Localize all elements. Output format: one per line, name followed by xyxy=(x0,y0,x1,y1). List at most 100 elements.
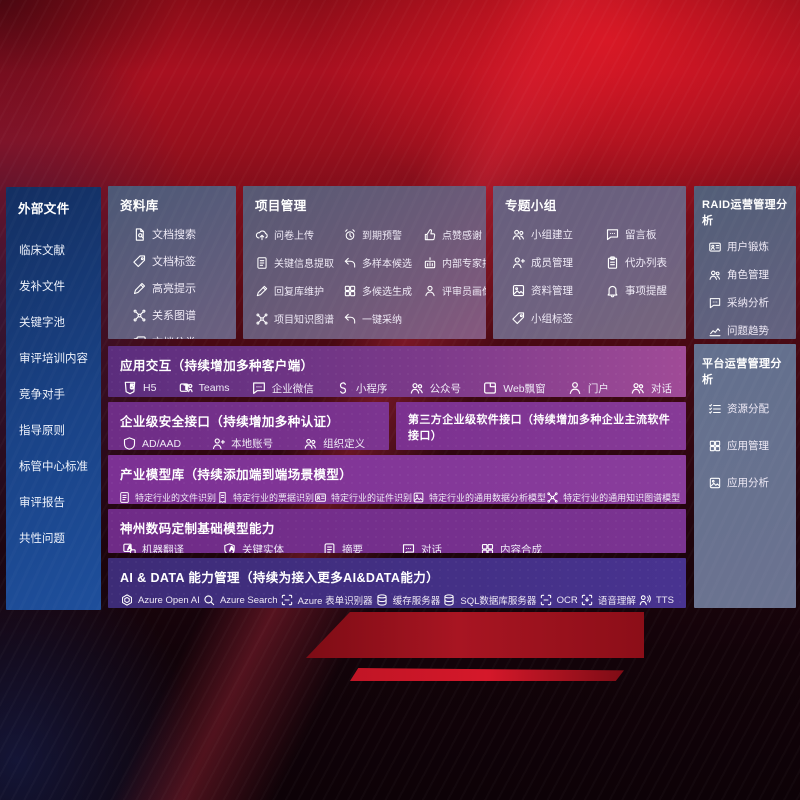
item-label: 角色管理 xyxy=(727,269,769,281)
item-label: 成员管理 xyxy=(531,257,573,269)
item-label: 特定行业的通用数据分析模型 xyxy=(429,493,547,503)
band-ai-data: AI & DATA 能力管理（持续为接入更多AI&DATA能力） Azure O… xyxy=(108,558,686,608)
item-label: 评审员画像 xyxy=(442,287,486,298)
item-label: 标管中心标准 xyxy=(19,461,88,473)
search-icon xyxy=(202,593,216,607)
capability-item: 对话 xyxy=(401,542,442,553)
speech-icon xyxy=(580,593,594,607)
thumbs-up-icon xyxy=(423,228,437,242)
background-red-bar xyxy=(350,668,624,681)
image-box-icon xyxy=(412,491,425,504)
feature-item: 项目知识图谱 xyxy=(255,311,343,326)
item-label: 机器翻译 xyxy=(142,544,184,553)
band-app-interaction: 应用交互（持续增加多种客户端） H5 Teams 企业微信 小程序 公众号 Web飘窗 门户… xyxy=(108,346,686,397)
item-label: 关键信息提取 xyxy=(274,259,334,270)
model-item: 特定行业的通用知识图谱模型 xyxy=(546,491,680,504)
item-label: 文档分类 xyxy=(152,334,196,339)
feature-item: 代办列表 xyxy=(605,255,686,270)
api-item: API自动化设计器 xyxy=(418,449,518,450)
person-sound-icon xyxy=(638,593,652,607)
panel-title: 资料库 xyxy=(120,199,159,213)
item-label: 留言板 xyxy=(625,229,657,241)
item-label: 发补文件 xyxy=(19,281,65,293)
item-label: 内容合成 xyxy=(500,544,542,553)
item-label: SQL数据库服务器 xyxy=(460,596,537,607)
item-label: 回复库维护 xyxy=(274,287,324,298)
chat-icon xyxy=(708,296,722,310)
doc-lines-icon xyxy=(322,542,337,553)
feature-item: 回复库维护 xyxy=(255,283,343,298)
feature-item: 一键采纳 xyxy=(343,311,423,326)
network-icon xyxy=(546,491,559,504)
feature-item: 文档搜索 xyxy=(132,226,236,242)
feature-item: 问题趋势 xyxy=(708,323,796,338)
item-label: 问题趋势 xyxy=(727,325,769,337)
item-label: 项目知识图谱 xyxy=(274,315,334,326)
item-label: 竞争对手 xyxy=(19,389,65,401)
feature-item: 成员管理 xyxy=(511,255,605,270)
capability-item: 内容合成 xyxy=(480,542,542,553)
band-title: 第三方企业级软件接口（持续增加多种企业主流软件接口） xyxy=(408,414,671,442)
item-label: 对话 xyxy=(650,382,672,395)
item-label: 一键采纳 xyxy=(362,315,402,326)
alarm-icon xyxy=(343,228,357,242)
feature-item: 内部专家排名 xyxy=(423,255,486,270)
capability-item: 机器翻译 xyxy=(122,542,184,553)
item-label: 特定行业的票据识别 xyxy=(233,493,315,503)
item-label: API自动化设计器 xyxy=(438,449,518,450)
band-title: 企业级安全接口（持续增加多种认证） xyxy=(120,415,340,429)
item-label: 小程序 xyxy=(355,382,388,395)
model-item: 特定行业的证件识别 xyxy=(314,491,412,504)
client-item: 门户 xyxy=(567,380,609,396)
item-label: 关键字池 xyxy=(19,317,65,329)
item-label: 应用分析 xyxy=(727,477,769,489)
item-label: 企业微信 xyxy=(271,382,314,395)
item-label: 指导原则 xyxy=(19,425,65,437)
feature-item: 评审员画像 xyxy=(423,283,486,298)
sidebar-item: 临床文献 xyxy=(19,242,101,258)
feature-item: 关键信息提取 xyxy=(255,255,343,270)
person-icon xyxy=(423,284,437,298)
client-item: 企业微信 xyxy=(251,380,314,396)
service-item: SQL数据库服务器 xyxy=(442,593,536,607)
people-icon xyxy=(630,380,646,396)
feature-item: 应用管理 xyxy=(708,438,796,453)
item-label: 代办列表 xyxy=(625,257,667,269)
item-label: 事项提醒 xyxy=(625,285,667,297)
service-item: TTS xyxy=(638,593,674,607)
model-item: 特定行业的通用数据分析模型 xyxy=(412,491,546,504)
client-item: 小程序 xyxy=(335,380,388,396)
item-label: Azure Open AI xyxy=(138,594,200,606)
item-label: TTS xyxy=(655,594,674,606)
model-item: 特定行业的票据识别 xyxy=(216,491,314,504)
reply-arrow-icon xyxy=(343,256,357,270)
item-label: 共性问题 xyxy=(19,533,65,545)
grid-icon xyxy=(343,284,357,298)
item-label: 缓存服务器 xyxy=(392,596,441,607)
band-title: 神州数码定制基础模型能力 xyxy=(120,522,275,536)
service-item: 语音理解 xyxy=(580,593,636,607)
browser-icon xyxy=(482,380,498,396)
feature-item: 小组标签 xyxy=(511,311,605,326)
pen-icon xyxy=(255,284,269,298)
item-label: Teams xyxy=(198,382,230,394)
feature-item: 留言板 xyxy=(605,227,686,242)
people-icon xyxy=(303,436,318,450)
auth-item: 组织定义 xyxy=(303,436,365,450)
tag-icon xyxy=(132,254,147,269)
image-box-icon xyxy=(511,283,526,298)
item-label: 门户 xyxy=(587,382,609,395)
item-label: 问卷上传 xyxy=(274,231,314,242)
image-box-icon xyxy=(708,476,722,490)
item-label: 用户锻炼 xyxy=(727,241,769,253)
client-item: H5 xyxy=(122,380,156,396)
item-label: Azure Search xyxy=(219,594,278,606)
sidebar-item: 关键字池 xyxy=(19,314,101,330)
gear-icon xyxy=(418,449,433,450)
person-icon xyxy=(567,380,583,396)
doc-lines-icon xyxy=(255,256,269,270)
service-item: Azure Search xyxy=(202,593,278,607)
model-item: 特定行业的文件识别 xyxy=(118,491,216,504)
sidebar-item: 审评培训内容 xyxy=(19,350,101,366)
